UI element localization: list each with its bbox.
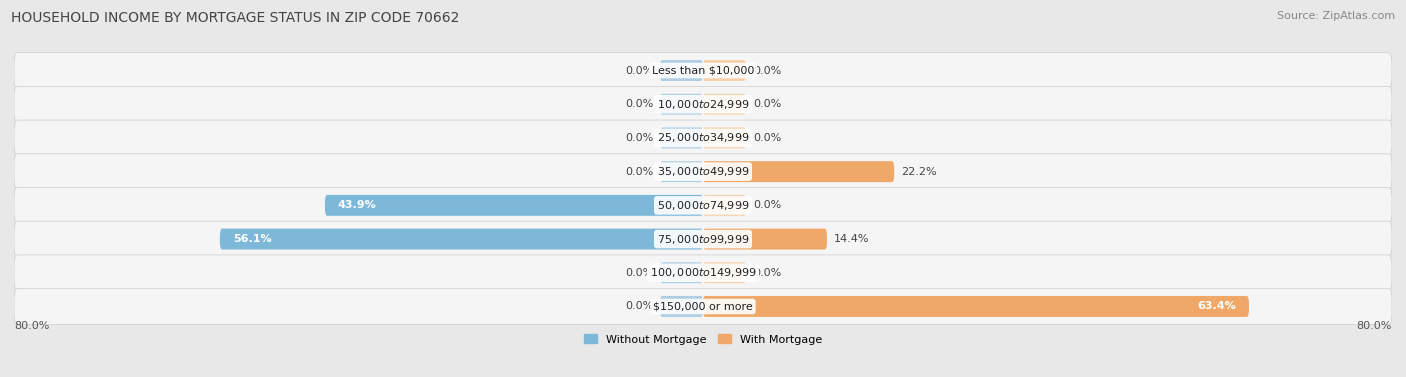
Legend: Without Mortgage, With Mortgage: Without Mortgage, With Mortgage (579, 330, 827, 349)
FancyBboxPatch shape (325, 195, 703, 216)
Text: 63.4%: 63.4% (1198, 302, 1236, 311)
Text: 80.0%: 80.0% (1357, 321, 1392, 331)
FancyBboxPatch shape (14, 86, 1392, 122)
Text: $75,000 to $99,999: $75,000 to $99,999 (657, 233, 749, 245)
Text: 22.2%: 22.2% (901, 167, 936, 177)
FancyBboxPatch shape (659, 262, 703, 283)
Text: 0.0%: 0.0% (754, 133, 782, 143)
Text: 0.0%: 0.0% (624, 133, 652, 143)
FancyBboxPatch shape (14, 120, 1392, 156)
FancyBboxPatch shape (14, 53, 1392, 88)
Text: $35,000 to $49,999: $35,000 to $49,999 (657, 165, 749, 178)
Text: 14.4%: 14.4% (834, 234, 869, 244)
FancyBboxPatch shape (703, 195, 747, 216)
Text: $10,000 to $24,999: $10,000 to $24,999 (657, 98, 749, 111)
FancyBboxPatch shape (703, 127, 747, 149)
Text: HOUSEHOLD INCOME BY MORTGAGE STATUS IN ZIP CODE 70662: HOUSEHOLD INCOME BY MORTGAGE STATUS IN Z… (11, 11, 460, 25)
Text: Less than $10,000: Less than $10,000 (652, 66, 754, 75)
FancyBboxPatch shape (659, 161, 703, 182)
FancyBboxPatch shape (703, 94, 747, 115)
Text: 0.0%: 0.0% (754, 200, 782, 210)
FancyBboxPatch shape (14, 154, 1392, 190)
Text: 0.0%: 0.0% (624, 66, 652, 75)
Text: 0.0%: 0.0% (754, 99, 782, 109)
FancyBboxPatch shape (703, 296, 1249, 317)
FancyBboxPatch shape (14, 187, 1392, 223)
FancyBboxPatch shape (659, 296, 703, 317)
FancyBboxPatch shape (659, 127, 703, 149)
Text: 0.0%: 0.0% (624, 99, 652, 109)
Text: $25,000 to $34,999: $25,000 to $34,999 (657, 132, 749, 144)
Text: $100,000 to $149,999: $100,000 to $149,999 (650, 266, 756, 279)
FancyBboxPatch shape (14, 221, 1392, 257)
FancyBboxPatch shape (659, 94, 703, 115)
FancyBboxPatch shape (219, 228, 703, 250)
FancyBboxPatch shape (703, 60, 747, 81)
Text: Source: ZipAtlas.com: Source: ZipAtlas.com (1277, 11, 1395, 21)
Text: 0.0%: 0.0% (624, 302, 652, 311)
Text: 56.1%: 56.1% (233, 234, 271, 244)
Text: 0.0%: 0.0% (624, 268, 652, 278)
FancyBboxPatch shape (14, 255, 1392, 291)
Text: $150,000 or more: $150,000 or more (654, 302, 752, 311)
Text: 0.0%: 0.0% (754, 268, 782, 278)
Text: 0.0%: 0.0% (754, 66, 782, 75)
FancyBboxPatch shape (14, 289, 1392, 324)
FancyBboxPatch shape (703, 228, 827, 250)
Text: $50,000 to $74,999: $50,000 to $74,999 (657, 199, 749, 212)
FancyBboxPatch shape (703, 161, 894, 182)
Text: 80.0%: 80.0% (14, 321, 49, 331)
FancyBboxPatch shape (659, 60, 703, 81)
FancyBboxPatch shape (703, 262, 747, 283)
Text: 43.9%: 43.9% (337, 200, 377, 210)
Text: 0.0%: 0.0% (624, 167, 652, 177)
